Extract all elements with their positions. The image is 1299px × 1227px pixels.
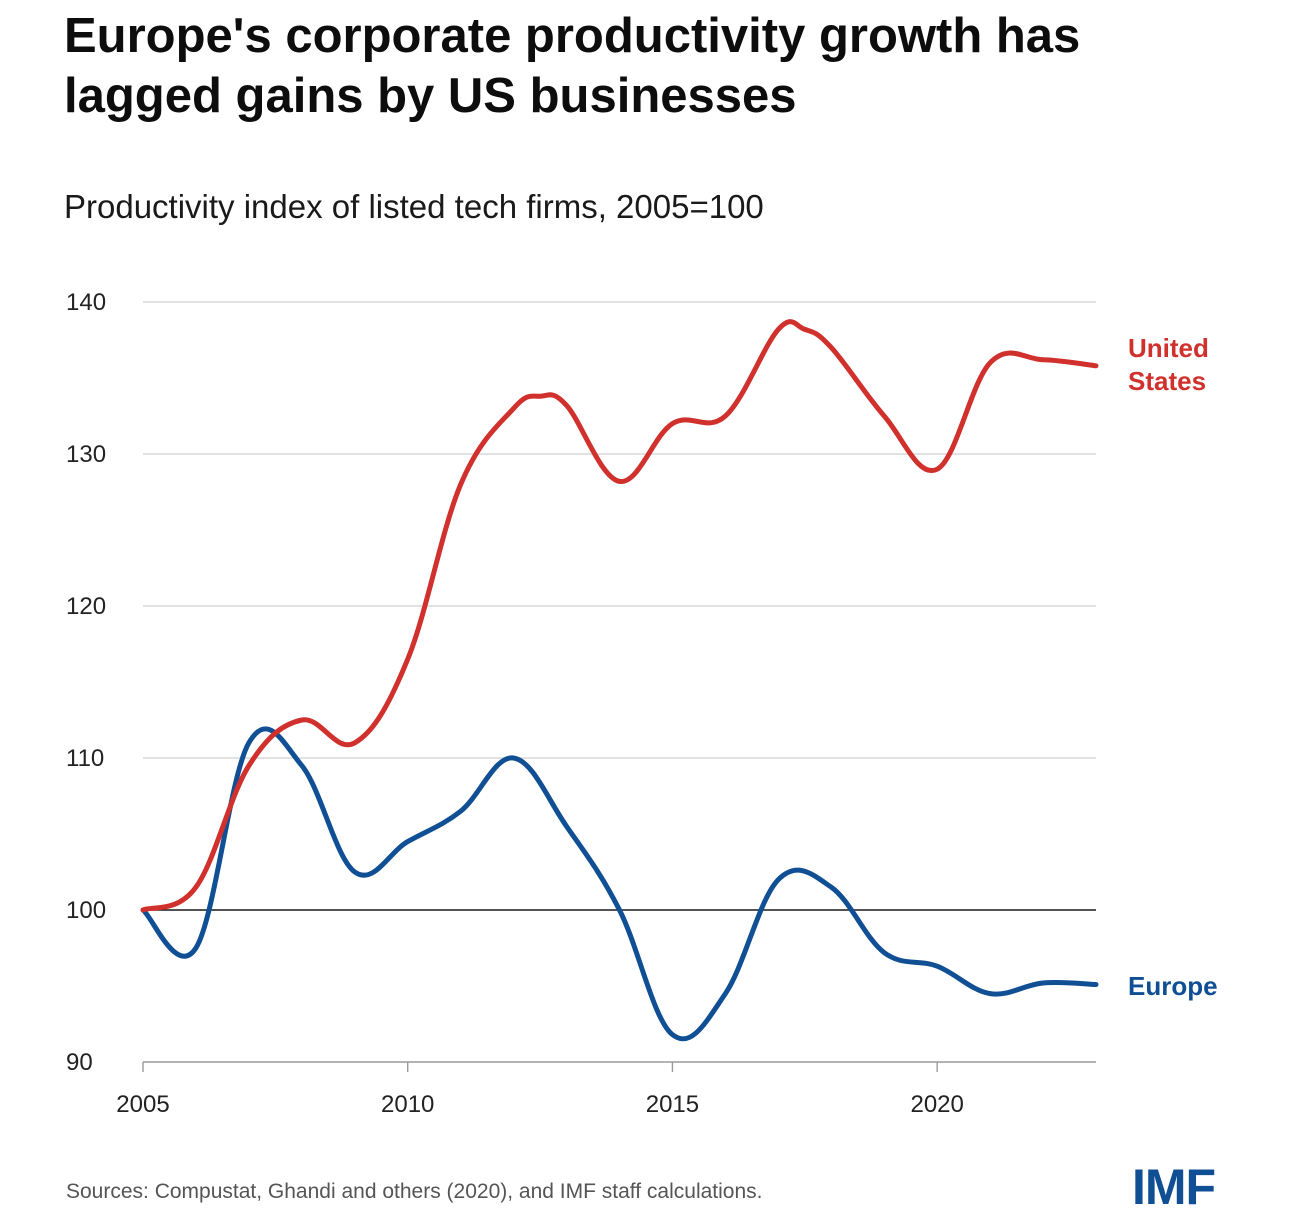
x-tick-label: 2015 [646, 1091, 699, 1118]
series-label-united-states: United States [1128, 333, 1209, 396]
chart-title: Europe's corporate productivity growth h… [64, 9, 1081, 123]
series-label-line: States [1128, 366, 1206, 396]
x-tick-label: 2020 [910, 1091, 963, 1118]
y-tick-label: 120 [66, 593, 106, 620]
axes: 90 100 110 120 130 140 2005 2010 2015 2020 [66, 289, 964, 1118]
grid-lines [143, 301, 1096, 1063]
series-label-line: Europe [1128, 971, 1218, 1001]
y-tick-label: 90 [66, 1049, 93, 1076]
y-tick-label: 110 [66, 745, 104, 772]
series-label-line: United [1128, 333, 1209, 363]
series-lines [140, 319, 1099, 1042]
y-tick-label: 100 [66, 897, 106, 924]
x-tick-label: 2010 [381, 1091, 434, 1118]
series-labels: United States Europe [1128, 333, 1218, 1001]
series-line-europe [140, 726, 1099, 1042]
imf-logo: IMF [1132, 1159, 1216, 1215]
x-tick-label: 2005 [116, 1091, 169, 1118]
y-tick-label: 130 [66, 441, 106, 468]
y-tick-label: 140 [66, 289, 106, 316]
series-line-united-states [140, 319, 1099, 913]
source-note: Sources: Compustat, Ghandi and others (2… [66, 1180, 763, 1203]
series-label-europe: Europe [1128, 971, 1218, 1001]
chart-subtitle: Productivity index of listed tech firms,… [64, 188, 764, 225]
